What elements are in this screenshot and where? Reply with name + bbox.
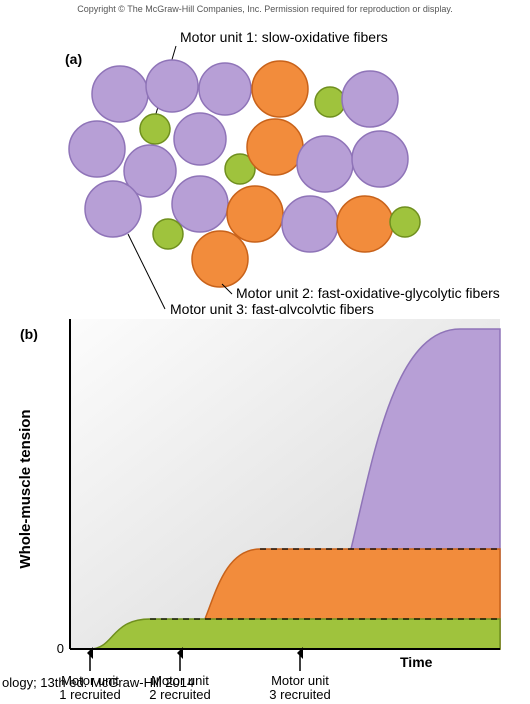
fiber-circle	[172, 176, 228, 232]
fiber-circle	[174, 113, 226, 165]
fiber-circle	[342, 71, 398, 127]
y-axis-label: Whole-muscle tension	[17, 409, 34, 568]
fiber-circle	[227, 186, 283, 242]
fiber-circle	[315, 87, 345, 117]
fiber-circle	[252, 61, 308, 117]
fiber-circle	[352, 131, 408, 187]
fiber-circle	[153, 219, 183, 249]
panel-b-chart: (b) 0 Whole-muscle tension Time Motor un…	[0, 319, 530, 699]
fiber-circle	[282, 196, 338, 252]
legend-unit2: Motor unit 2: fast-oxidative-glycolytic …	[236, 285, 500, 301]
fiber-circle	[92, 66, 148, 122]
legend-unit1: Motor unit 1: slow-oxidative fibers	[180, 29, 388, 45]
origin-label: 0	[57, 641, 64, 656]
fiber-circle	[192, 231, 248, 287]
arrow-3-label-l1: Motor unit	[271, 673, 329, 688]
fiber-circle	[247, 119, 303, 175]
fiber-circle	[337, 196, 393, 252]
panel-a-diagram: (a) Motor unit 1: slow-oxidative fibers …	[0, 14, 530, 314]
area-unit1	[90, 619, 500, 649]
fiber-circle	[199, 63, 251, 115]
copyright-text: Copyright © The McGraw-Hill Companies, I…	[0, 0, 530, 14]
footer-overlay-text: ology; 13th ed. McGraw-Hill 2014	[2, 675, 194, 690]
fiber-circle	[69, 121, 125, 177]
arrow-3-label-l2: 3 recruited	[269, 687, 330, 699]
panel-a-label: (a)	[65, 51, 82, 67]
fiber-circle	[146, 60, 198, 112]
fiber-circle	[140, 114, 170, 144]
fiber-circles	[69, 60, 420, 287]
fiber-circle	[85, 181, 141, 237]
panel-b-label: (b)	[20, 326, 38, 342]
fiber-circle	[390, 207, 420, 237]
fiber-circle	[297, 136, 353, 192]
x-axis-label: Time	[400, 654, 433, 670]
legend-unit3: Motor unit 3: fast-glycolytic fibers	[170, 301, 374, 314]
